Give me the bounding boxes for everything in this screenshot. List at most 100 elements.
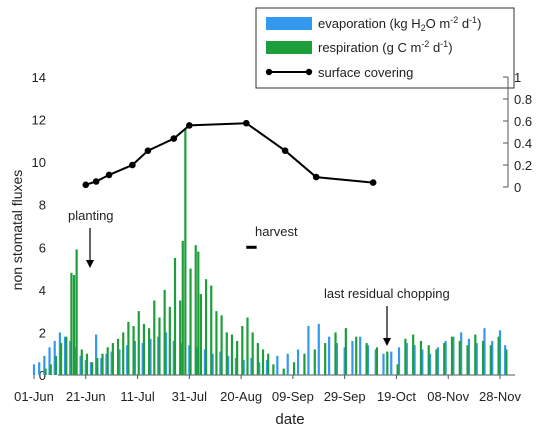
respiration-bar: [127, 321, 130, 375]
evaporation-bar: [149, 338, 152, 375]
respiration-bar: [91, 362, 94, 375]
legend-label-evaporation: evaporation (kg H2O m-2 d-1): [318, 15, 481, 33]
evaporation-bar: [405, 343, 408, 375]
respiration-bar: [497, 336, 500, 375]
evaporation-bar: [32, 364, 36, 375]
evaporation-bar: [504, 345, 507, 375]
planting-arrow-head: [86, 260, 94, 268]
respiration-bar: [435, 349, 438, 375]
x-tick-label: 29-Sep: [324, 389, 366, 404]
evaporation-bar: [211, 353, 214, 375]
respiration-bar: [282, 368, 285, 375]
respiration-bar: [355, 336, 358, 375]
respiration-bar: [458, 340, 461, 375]
respiration-bar: [365, 343, 368, 375]
respiration-bar: [137, 311, 140, 375]
evaporation-bar: [84, 360, 87, 375]
evaporation-bar: [242, 360, 245, 375]
respiration-bar: [303, 353, 306, 375]
evaporation-bar: [421, 349, 424, 375]
respiration-bar: [292, 362, 296, 375]
evaporation-bar: [498, 330, 502, 375]
evaporation-bar: [164, 332, 168, 375]
evaporation-bar: [374, 349, 377, 375]
respiration-bar: [70, 272, 73, 375]
respiration-bar: [75, 249, 78, 375]
evaporation-bar: [180, 343, 183, 375]
respiration-bar: [168, 306, 171, 375]
respiration-bar: [427, 345, 430, 375]
surface-covering-point: [82, 181, 90, 189]
surface-covering-point: [105, 171, 113, 179]
evaporation-bar: [436, 347, 439, 375]
y-tick-label: 6: [39, 240, 46, 255]
evaporation-bar: [38, 362, 41, 375]
evaporation-bar: [172, 340, 175, 375]
respiration-bar: [505, 349, 508, 375]
evaporation-bar: [219, 351, 222, 375]
respiration-bar: [251, 332, 254, 375]
respiration-bar: [204, 279, 208, 375]
respiration-bar: [272, 364, 275, 375]
respiration-bar: [44, 368, 47, 375]
surface-covering-line: [85, 122, 374, 186]
x-tick-label: 21-Jun: [66, 389, 106, 404]
legend-swatch-evaporation: [266, 17, 312, 30]
y-ticks-right: 0 0.2 0.4 0.6 0.8 1: [503, 70, 532, 195]
annotation-last-chopping: last residual chopping: [324, 286, 450, 346]
respiration-bar: [396, 364, 399, 375]
respiration-bar: [80, 349, 83, 375]
respiration-bar: [386, 351, 389, 375]
respiration-bar: [334, 332, 337, 375]
surface-covering-point: [144, 147, 152, 154]
respiration-bar: [116, 338, 120, 375]
respiration-bar: [179, 300, 182, 375]
respiration-bar: [111, 343, 114, 375]
respiration-bar: [225, 332, 228, 375]
respiration-bar: [375, 347, 379, 375]
y-tick-label: 14: [32, 70, 46, 85]
evaporation-bar: [126, 345, 129, 375]
evaporation-bar: [444, 340, 447, 375]
respiration-bar: [194, 245, 197, 375]
respiration-bar: [404, 338, 407, 375]
respiration-bar: [489, 345, 492, 375]
evaporation-bar: [43, 355, 46, 375]
evaporation-bar: [69, 340, 72, 375]
respiration-bar: [85, 353, 89, 375]
respiration-bar: [49, 364, 52, 375]
respiration-bar: [412, 334, 415, 375]
evaporation-bar: [483, 328, 486, 375]
respiration-bar: [158, 317, 161, 375]
respiration-bar: [344, 328, 347, 375]
respiration-bar: [153, 300, 156, 375]
evaporation-bar: [118, 349, 121, 375]
evaporation-bar: [110, 351, 113, 375]
respiration-bar: [210, 285, 213, 375]
evaporation-bar: [317, 323, 320, 375]
evaporation-bar: [359, 336, 362, 375]
x-tick-label: 19-Oct: [377, 389, 416, 404]
respiration-bar: [101, 353, 104, 375]
respiration-bar: [142, 323, 146, 375]
evaporation-bar: [95, 334, 98, 375]
respiration-bar: [197, 251, 200, 375]
right-tick-label: 0: [514, 180, 521, 195]
x-tick-label: 28-Nov: [479, 389, 521, 404]
evaporation-bar: [475, 343, 478, 375]
respiration-bars: [44, 128, 508, 375]
y-tick-label: 12: [32, 113, 46, 128]
evaporation-bar: [250, 357, 253, 375]
y-tick-label: 8: [39, 198, 46, 213]
evaporation-bars: [32, 323, 507, 375]
evaporation-bar: [397, 347, 401, 375]
evaporation-bar: [452, 336, 455, 375]
surface-covering-point: [170, 135, 178, 142]
right-tick-label: 0.8: [514, 92, 532, 107]
evaporation-bar: [265, 360, 269, 375]
right-tick-label: 0.4: [514, 136, 532, 151]
evaporation-bar: [188, 345, 191, 375]
x-tick-label: 08-Nov: [427, 389, 469, 404]
respiration-bar: [474, 334, 477, 375]
